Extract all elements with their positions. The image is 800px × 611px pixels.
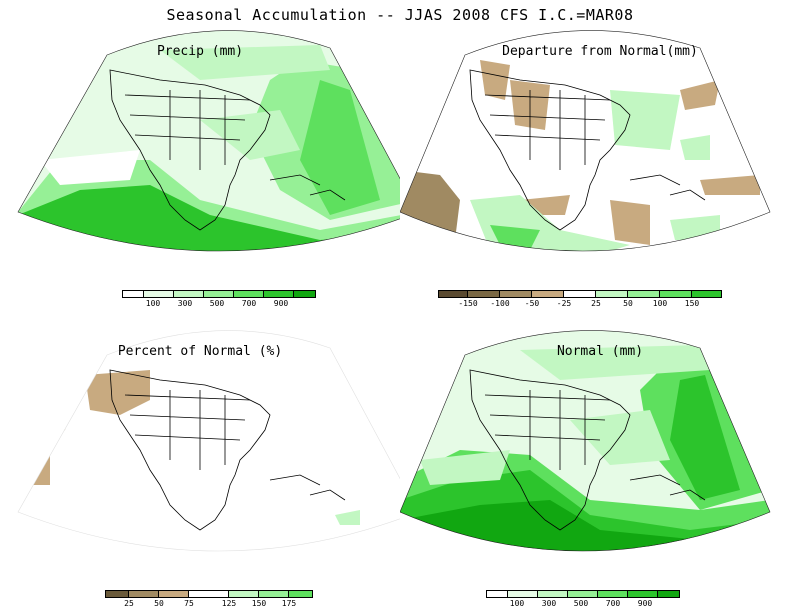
cb-swatch — [144, 290, 174, 298]
panel-departure: Departure from Normal(mm) -150 -100 -50 … — [400, 0, 800, 308]
cb-swatch — [598, 590, 628, 598]
cb-swatch — [189, 590, 229, 598]
cb-label: 900 — [637, 599, 653, 608]
cb-swatch — [538, 590, 568, 598]
cb-label: 500 — [573, 599, 589, 608]
cb-label: 25 — [124, 599, 134, 608]
cb-label: -50 — [524, 299, 540, 308]
colorbar-normal — [486, 590, 680, 598]
cb-swatch — [229, 590, 259, 598]
cb-swatch — [438, 290, 468, 298]
colorbar-labels-normal: 100 300 500 700 900 — [486, 599, 686, 611]
cb-label: 50 — [154, 599, 164, 608]
colorbar-precip — [122, 290, 316, 298]
cb-label: 150 — [251, 599, 267, 608]
main-title: Seasonal Accumulation -- JJAS 2008 CFS I… — [166, 6, 634, 24]
cb-label: -25 — [556, 299, 572, 308]
cb-swatch — [532, 290, 564, 298]
cb-label: 125 — [221, 599, 237, 608]
precip-map — [17, 30, 400, 252]
colorbar-labels-departure: -150 -100 -50 -25 25 50 100 150 — [438, 299, 728, 311]
normal-map — [400, 330, 771, 552]
cb-swatch — [468, 290, 500, 298]
cb-swatch — [289, 590, 313, 598]
cb-swatch — [692, 290, 722, 298]
cb-swatch — [234, 290, 264, 298]
panel-percent: Percent of Normal (%) 25 50 75 125 150 1… — [0, 300, 400, 608]
departure-map — [400, 30, 771, 252]
cb-swatch — [500, 290, 532, 298]
percent-map — [17, 330, 400, 552]
cb-swatch — [122, 290, 144, 298]
colorbar-percent — [105, 590, 313, 598]
colorbar-labels-precip: 100 300 500 700 900 — [122, 299, 322, 311]
colorbar-departure — [438, 290, 722, 298]
cb-swatch — [628, 290, 660, 298]
cb-label: 300 — [541, 599, 557, 608]
cb-swatch — [204, 290, 234, 298]
cb-swatch — [264, 290, 294, 298]
panel-precip: Precip (mm) 100 300 500 700 900 — [0, 0, 400, 308]
cb-swatch — [508, 590, 538, 598]
cb-swatch — [628, 590, 658, 598]
cb-swatch — [568, 590, 598, 598]
cb-label: 700 — [605, 599, 621, 608]
panel-normal: Normal (mm) 100 300 500 700 900 — [400, 300, 800, 608]
cb-label: 500 — [209, 299, 225, 308]
cb-label: 100 — [509, 599, 525, 608]
cb-label: -150 — [458, 299, 478, 308]
cb-label: 700 — [241, 299, 257, 308]
cb-swatch — [660, 290, 692, 298]
cb-swatch — [129, 590, 159, 598]
cb-swatch — [105, 590, 129, 598]
cb-label: 25 — [591, 299, 601, 308]
cb-swatch — [486, 590, 508, 598]
cb-label: 100 — [145, 299, 161, 308]
cb-swatch — [159, 590, 189, 598]
cb-label: 300 — [177, 299, 193, 308]
cb-label: 900 — [273, 299, 289, 308]
cb-swatch — [564, 290, 596, 298]
cb-label: 100 — [652, 299, 668, 308]
colorbar-labels-percent: 25 50 75 125 150 175 — [105, 599, 315, 611]
cb-label: 50 — [623, 299, 633, 308]
cb-swatch — [174, 290, 204, 298]
cb-label: 75 — [184, 599, 194, 608]
cb-swatch — [259, 590, 289, 598]
cb-label: 150 — [684, 299, 700, 308]
cb-swatch — [658, 590, 680, 598]
cb-swatch — [294, 290, 316, 298]
cb-label: 175 — [281, 599, 297, 608]
cb-label: -100 — [490, 299, 510, 308]
cb-swatch — [596, 290, 628, 298]
